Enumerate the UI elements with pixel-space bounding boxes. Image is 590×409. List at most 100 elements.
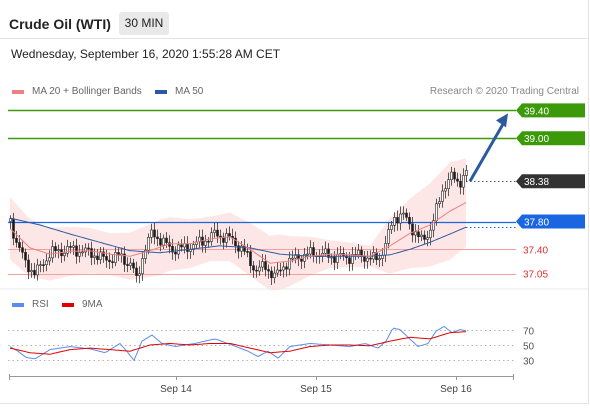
candle-body xyxy=(396,217,399,224)
candle-body xyxy=(264,261,267,270)
candle-body xyxy=(213,229,216,234)
candle-body xyxy=(309,247,312,255)
legend-label-ma50: MA 50 xyxy=(175,86,204,97)
candle-body xyxy=(93,255,96,258)
candle-body xyxy=(225,233,228,243)
candle-body xyxy=(252,265,255,271)
arrow-head xyxy=(496,113,508,128)
level-badge-text-0: 39.40 xyxy=(524,106,549,117)
candle-body xyxy=(270,270,273,279)
candle-body xyxy=(261,261,264,268)
candle-body xyxy=(123,253,126,265)
candle-body xyxy=(114,252,117,263)
candle-body xyxy=(351,254,354,264)
target-arrow xyxy=(468,113,508,182)
candle-body xyxy=(366,257,369,262)
candle-body xyxy=(87,247,90,250)
candle-body xyxy=(237,245,240,252)
level-badge-0 xyxy=(516,103,585,118)
legend-rsi: RSI xyxy=(12,299,49,310)
candle-body xyxy=(66,246,69,254)
candle-body xyxy=(228,233,231,237)
candle-body xyxy=(147,237,150,251)
rsi-ma-line xyxy=(9,331,467,355)
candle-body xyxy=(9,218,12,222)
legend-swatch-rsi xyxy=(12,302,24,307)
candle-body xyxy=(126,264,129,266)
candle-body xyxy=(465,170,468,176)
candle-body xyxy=(255,269,258,272)
candle-body xyxy=(402,212,405,215)
candle-body xyxy=(186,243,189,252)
candle-body xyxy=(390,225,393,230)
ma50-line xyxy=(9,217,467,257)
candle-body xyxy=(57,249,60,252)
candle-body xyxy=(441,190,444,202)
candle-body xyxy=(411,223,414,236)
candle-body xyxy=(129,262,132,266)
legend-swatch-ma50 xyxy=(155,89,167,94)
x-tick-label-0: Sep 14 xyxy=(160,384,192,395)
level-badges: 39.40 39.00 38.38 37.80 37.40 37.05 xyxy=(516,103,585,281)
legend-ma20-bb: MA 20 + Bollinger Bands xyxy=(12,86,142,97)
candle-body xyxy=(207,240,210,243)
candle-body xyxy=(54,246,57,252)
candle-body xyxy=(291,257,294,260)
level-badge-2 xyxy=(516,174,585,189)
candle-body xyxy=(453,171,456,180)
candle-body xyxy=(393,217,396,226)
candle-body xyxy=(330,256,333,259)
candle-body xyxy=(363,256,366,262)
candle-body xyxy=(90,248,93,258)
candle-body xyxy=(63,252,66,257)
candle-body xyxy=(111,261,114,263)
price-levels xyxy=(8,109,516,275)
candle-body xyxy=(219,235,222,238)
candle-body xyxy=(159,238,162,246)
research-credit: Research © 2020 Trading Central xyxy=(429,86,579,97)
candle-body xyxy=(279,269,282,272)
candle-body xyxy=(108,259,111,262)
header-divider xyxy=(0,38,588,39)
legend-ma50: MA 50 xyxy=(155,86,203,97)
level-badge-text-3: 37.80 xyxy=(524,218,549,229)
candle-body xyxy=(78,252,81,257)
candle-body xyxy=(285,266,288,270)
level-badge-text-2: 38.38 xyxy=(524,177,549,188)
candle-body xyxy=(84,247,87,253)
rsi-panel: 70 50 30 xyxy=(8,325,535,368)
candle-body xyxy=(135,267,138,276)
candle-body xyxy=(249,251,252,267)
level-badge-1 xyxy=(516,131,585,146)
chart-title: Crude Oil (WTI) xyxy=(9,16,111,32)
candle-body xyxy=(369,257,372,260)
candle-body xyxy=(450,171,453,181)
x-axis: Sep 14 Sep 15 Sep 16 xyxy=(9,374,514,395)
candle-body xyxy=(387,229,390,244)
candle-body xyxy=(153,229,156,238)
candle-body xyxy=(399,213,402,224)
candle-body xyxy=(456,178,459,182)
candle-body xyxy=(177,244,180,255)
candle-body xyxy=(348,257,351,264)
candle-body xyxy=(81,251,84,254)
candle-body xyxy=(405,212,408,218)
candle-body xyxy=(408,217,411,225)
candle-body xyxy=(51,246,54,259)
candle-body xyxy=(204,240,207,246)
candle-body xyxy=(417,231,420,238)
candle-body xyxy=(39,264,42,266)
candle-body xyxy=(48,257,51,262)
candle-body xyxy=(210,232,213,242)
candle-body xyxy=(144,249,147,259)
candle-body xyxy=(180,244,183,248)
timeframe-button[interactable]: 30 MIN xyxy=(119,12,169,35)
candle-body xyxy=(138,273,141,276)
candle-body xyxy=(21,247,24,253)
candle-body xyxy=(96,255,99,261)
candle-body xyxy=(24,251,27,261)
candle-body xyxy=(105,256,108,261)
report-datetime: Wednesday, September 16, 2020 1:55:28 AM… xyxy=(11,47,281,61)
